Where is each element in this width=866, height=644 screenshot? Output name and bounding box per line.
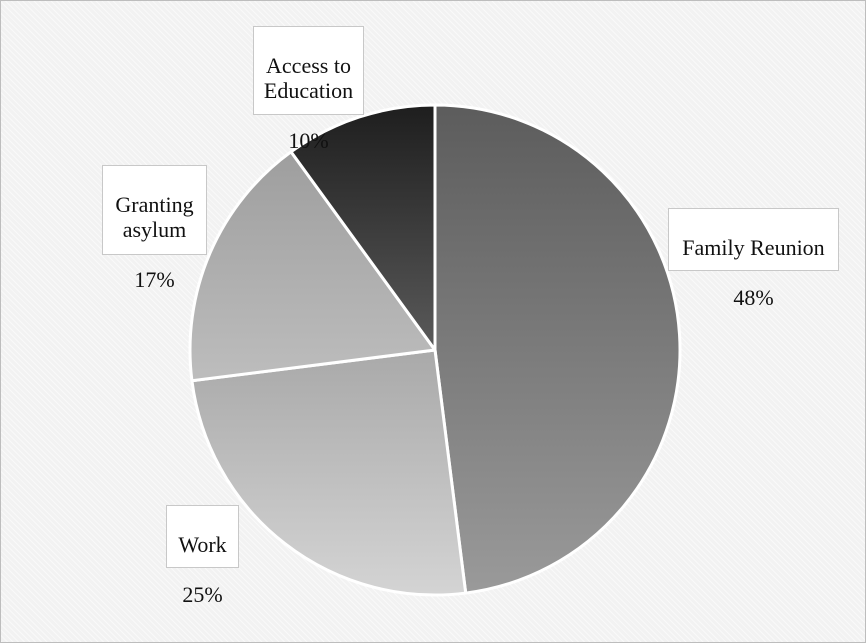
label-access-to-education: Access to Education 10% [253, 26, 364, 153]
label-family-reunion: Family Reunion 48% [668, 208, 839, 310]
label-granting-asylum: Granting asylum 17% [102, 165, 207, 292]
slice-granting-asylum [188, 150, 437, 383]
slice-work [190, 348, 468, 597]
slice-family-reunion [433, 103, 682, 595]
label-work: Work 25% [166, 505, 239, 607]
slice-access-to-education [289, 103, 437, 352]
